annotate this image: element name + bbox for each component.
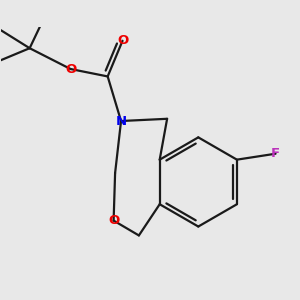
Text: O: O bbox=[108, 214, 119, 227]
Text: O: O bbox=[117, 34, 128, 47]
Text: F: F bbox=[271, 147, 280, 160]
Text: O: O bbox=[65, 62, 76, 76]
Text: N: N bbox=[116, 115, 127, 128]
